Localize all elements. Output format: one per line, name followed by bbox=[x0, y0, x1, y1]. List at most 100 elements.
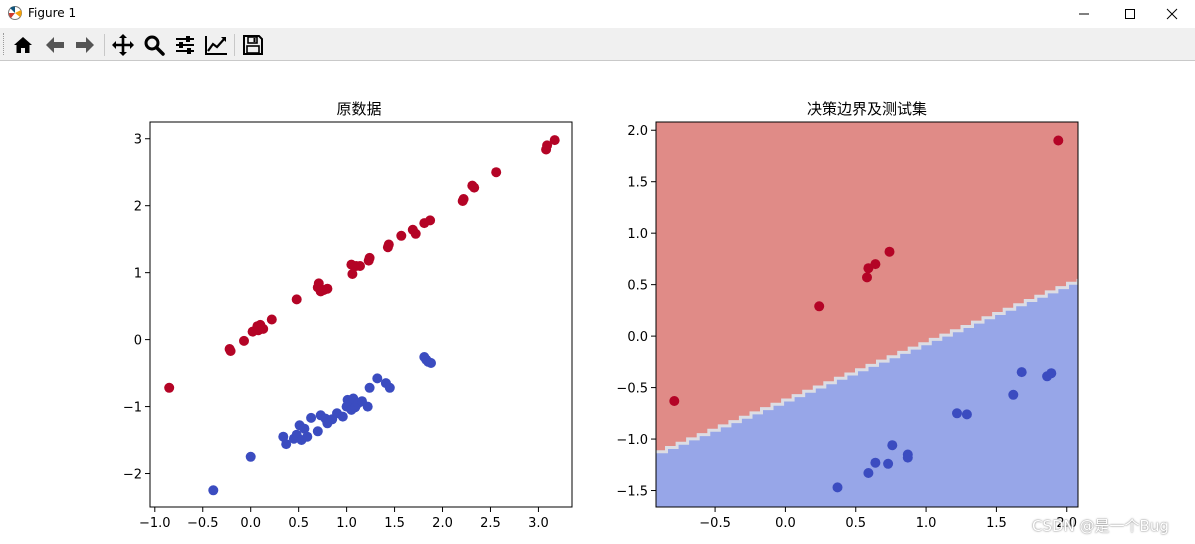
x-tick-label: 0.5 bbox=[845, 516, 866, 531]
x-tick-label: 3.0 bbox=[528, 516, 549, 531]
pan-icon bbox=[112, 34, 134, 56]
minimize-button[interactable] bbox=[1061, 0, 1107, 28]
red-data-point bbox=[870, 259, 881, 270]
y-tick-label: −1.5 bbox=[616, 485, 648, 500]
x-tick-label: 1.5 bbox=[384, 516, 405, 531]
blue-data-point bbox=[302, 431, 313, 442]
x-tick-label: −1.0 bbox=[139, 516, 171, 531]
window-title: Figure 1 bbox=[28, 6, 77, 20]
red-data-point bbox=[814, 301, 825, 312]
x-tick-label: 1.0 bbox=[336, 516, 357, 531]
home-button[interactable] bbox=[10, 32, 36, 58]
configure-icon bbox=[176, 36, 194, 54]
y-tick-label: −1 bbox=[123, 401, 142, 416]
edit-axis-button[interactable] bbox=[203, 32, 229, 58]
blue-data-point bbox=[306, 412, 317, 423]
red-data-point bbox=[164, 382, 175, 393]
home-icon bbox=[14, 37, 32, 53]
blue-data-point bbox=[362, 401, 373, 412]
y-tick-label: 0 bbox=[134, 334, 142, 349]
maximize-icon bbox=[1125, 9, 1135, 19]
red-data-point bbox=[322, 283, 333, 294]
decision-boundary-line bbox=[656, 278, 1078, 454]
blue-data-point bbox=[337, 411, 348, 422]
blue-data-point bbox=[887, 440, 898, 451]
axes-frame bbox=[655, 121, 1079, 508]
minimize-icon bbox=[1079, 13, 1089, 15]
decision-boundary-chart: 决策边界及测试集 −0.5 0.0 0.5 1.0 1.5 2.0 −1.5 −1.0 −0.5… bbox=[616, 100, 1079, 531]
red-class-region bbox=[656, 122, 1078, 452]
forward-button[interactable] bbox=[72, 32, 98, 58]
y-tick-label: −0.5 bbox=[616, 382, 648, 397]
blue-data-point bbox=[902, 452, 913, 463]
blue-data-point bbox=[832, 482, 843, 493]
toolbar-separator bbox=[234, 34, 235, 56]
red-data-point bbox=[291, 294, 302, 305]
blue-data-point bbox=[1016, 367, 1027, 378]
blue-data-point bbox=[952, 408, 962, 419]
x-tick-label: 0.0 bbox=[240, 516, 261, 531]
back-button[interactable] bbox=[42, 32, 68, 58]
save-icon bbox=[243, 35, 263, 55]
blue-data-point bbox=[372, 373, 383, 384]
y-tick-label: 1 bbox=[134, 267, 142, 282]
x-tick-label: 0.0 bbox=[775, 516, 796, 531]
y-tick-label: 1.5 bbox=[627, 176, 648, 191]
red-data-point bbox=[410, 228, 421, 239]
blue-data-point bbox=[870, 457, 881, 468]
x-tick-label: 2.5 bbox=[480, 516, 501, 531]
red-data-point bbox=[347, 269, 358, 279]
red-data-point bbox=[364, 252, 375, 263]
axes-frame bbox=[149, 121, 573, 508]
configure-subplots-button[interactable] bbox=[172, 32, 198, 58]
blue-data-point bbox=[1008, 389, 1019, 400]
toolbar-grip bbox=[3, 33, 7, 55]
original-data-chart: 原数据 −1.0 −0.5 0.0 0.5 1.0 1.5 2.0 2.5 3.0 −2 −1 0 1 2… bbox=[123, 100, 573, 531]
maximize-button[interactable] bbox=[1107, 0, 1153, 28]
red-data-point bbox=[258, 323, 269, 334]
edit-axis-icon bbox=[205, 36, 227, 55]
red-data-point bbox=[383, 239, 394, 250]
blue-data-point bbox=[312, 426, 323, 437]
blue-data-point bbox=[384, 382, 395, 393]
save-button[interactable] bbox=[240, 32, 266, 58]
blue-data-point bbox=[208, 485, 219, 496]
red-data-point bbox=[425, 215, 436, 226]
back-icon bbox=[46, 37, 64, 53]
red-data-point bbox=[862, 272, 872, 283]
red-data-point bbox=[355, 261, 365, 271]
navigation-toolbar bbox=[0, 28, 1195, 61]
red-data-point bbox=[458, 194, 469, 204]
x-tick-label: −0.5 bbox=[699, 516, 731, 531]
y-tick-label: 2 bbox=[134, 200, 142, 215]
blue-data-point bbox=[961, 409, 972, 420]
y-tick-label: 0.0 bbox=[627, 330, 648, 345]
red-data-point bbox=[469, 182, 480, 193]
zoom-button[interactable] bbox=[141, 32, 167, 58]
red-data-point bbox=[669, 396, 680, 406]
pan-button[interactable] bbox=[110, 32, 136, 58]
figure-canvas[interactable]: 原数据 −1.0 −0.5 0.0 0.5 1.0 1.5 2.0 2.5 3.0 −2 −1 0 1 2… bbox=[0, 62, 1195, 544]
red-data-point bbox=[491, 167, 502, 178]
x-tick-label: 1.0 bbox=[916, 516, 937, 531]
chart-title: 决策边界及测试集 bbox=[807, 100, 927, 118]
x-tick-label: 1.5 bbox=[986, 516, 1007, 531]
x-tick-label: 2.0 bbox=[1056, 516, 1077, 531]
watermark-text: CSDN @是一个Bug bbox=[1032, 517, 1169, 535]
blue-data-point bbox=[281, 439, 292, 450]
title-bar: Figure 1 bbox=[0, 0, 1195, 28]
blue-data-point bbox=[1046, 368, 1057, 379]
red-data-point bbox=[239, 335, 249, 346]
red-data-point bbox=[266, 314, 277, 325]
blue-data-point bbox=[299, 423, 310, 434]
x-tick-label: −0.5 bbox=[187, 516, 219, 531]
close-button[interactable] bbox=[1149, 0, 1195, 28]
chart-title: 原数据 bbox=[336, 100, 381, 118]
forward-icon bbox=[76, 37, 94, 53]
y-tick-label: −1.0 bbox=[616, 433, 648, 448]
blue-data-point bbox=[245, 451, 256, 462]
close-icon bbox=[1166, 8, 1178, 20]
blue-data-point bbox=[863, 468, 874, 478]
red-data-point bbox=[1053, 135, 1064, 146]
y-tick-label: 1.0 bbox=[627, 227, 648, 242]
